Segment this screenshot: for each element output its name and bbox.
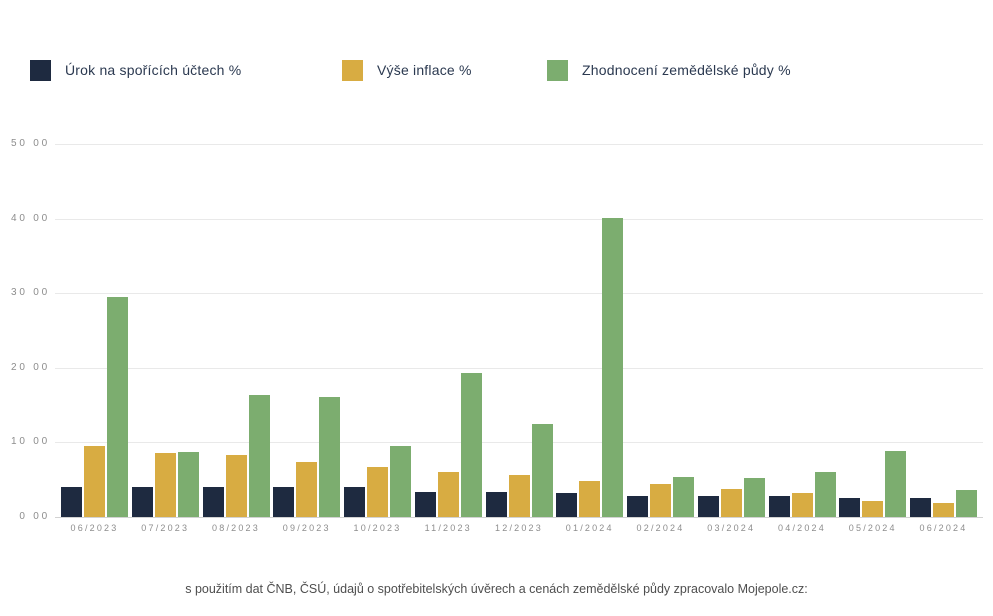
legend-item-urok: Úrok na spořících účtech % xyxy=(30,59,241,81)
x-axis-tick-label: 06/2024 xyxy=(919,523,968,533)
bar xyxy=(107,296,128,517)
bar-group-04/2024 xyxy=(768,144,836,517)
bar xyxy=(839,497,861,517)
bar xyxy=(556,493,578,517)
bar xyxy=(367,467,388,517)
x-axis-tick-label: 10/2023 xyxy=(353,523,402,533)
x-axis-tick-label: 06/2023 xyxy=(70,523,119,533)
bar xyxy=(273,487,295,517)
x-axis-tick-label: 04/2024 xyxy=(778,523,826,533)
y-axis-tick-label: 50 00 xyxy=(10,138,50,149)
bar xyxy=(602,217,624,517)
gridline xyxy=(55,218,983,220)
bar xyxy=(910,498,931,517)
bar-group-10/2023 xyxy=(344,144,411,517)
legend-swatch-zhodnoceni xyxy=(547,59,568,81)
bar xyxy=(791,493,813,517)
gridline xyxy=(55,442,983,444)
bar xyxy=(248,395,270,517)
legend-label-zhodnoceni: Zhodnocení zemědělské půdy % xyxy=(582,62,791,78)
x-axis-tick-label: 02/2024 xyxy=(636,523,685,533)
x-axis-tick-label: 09/2023 xyxy=(282,523,331,533)
bar xyxy=(956,490,977,517)
bar xyxy=(579,481,601,517)
bar-group-11/2023 xyxy=(414,144,482,517)
bar xyxy=(344,487,365,517)
bar xyxy=(61,487,82,517)
x-axis-tick-label: 08/2023 xyxy=(212,523,260,533)
x-axis-tick-label: 07/2023 xyxy=(141,523,190,533)
bar xyxy=(720,488,742,517)
bar xyxy=(650,484,671,517)
bar xyxy=(673,476,694,517)
bar xyxy=(508,475,530,517)
bar xyxy=(485,491,507,517)
bar-group-05/2024 xyxy=(839,144,907,517)
legend-item-inflace: Výše inflace % xyxy=(342,59,472,81)
y-axis-tick-label: 0 00 xyxy=(19,511,50,522)
bar xyxy=(627,496,648,517)
legend-label-urok: Úrok na spořících účtech % xyxy=(65,62,242,78)
bar xyxy=(225,455,247,517)
bar xyxy=(154,452,176,517)
bar xyxy=(296,461,318,517)
bar xyxy=(768,496,790,517)
x-axis-tick-label: 03/2024 xyxy=(707,523,756,533)
bar-group-02/2024 xyxy=(627,144,694,517)
bar-group-01/2024 xyxy=(556,144,624,517)
footer-attribution-text: s použitím dat ČNB, ČSÚ, údajů o spotřeb… xyxy=(185,582,808,596)
y-axis-tick-label: 30 00 xyxy=(10,287,50,299)
bar-group-12/2023 xyxy=(485,144,553,517)
bar xyxy=(743,478,765,517)
y-axis-tick-label: 40 00 xyxy=(10,212,50,224)
legend-item-zhodnoceni: Zhodnocení zemědělské půdy % xyxy=(547,59,791,81)
bar xyxy=(177,452,199,517)
x-axis-tick-label: 11/2023 xyxy=(424,523,472,533)
x-axis-tick-label: 01/2024 xyxy=(565,523,614,533)
bar-group-07/2023 xyxy=(131,144,199,517)
y-axis-tick-label: 10 00 xyxy=(10,436,50,448)
bar-group-06/2024 xyxy=(910,144,977,517)
gridline xyxy=(55,144,983,145)
y-axis-tick-label: 20 00 xyxy=(10,361,50,373)
bar xyxy=(814,472,836,517)
bar xyxy=(437,471,459,517)
x-axis-tick-label: 05/2024 xyxy=(848,523,897,533)
bar xyxy=(885,451,907,517)
bars-container xyxy=(55,144,983,517)
bar xyxy=(202,487,224,517)
gridline xyxy=(55,293,983,295)
bar-group-03/2024 xyxy=(697,144,765,517)
bar-group-06/2023 xyxy=(61,144,128,517)
bar xyxy=(531,423,553,517)
legend-label-inflace: Výše inflace % xyxy=(377,62,472,78)
gridline xyxy=(55,517,983,518)
gridline xyxy=(55,367,983,369)
x-axis-labels: 06/2023 07/2023 08/2023 09/2023 10/2023 11/20… xyxy=(55,523,983,533)
bar xyxy=(933,502,954,517)
bar xyxy=(862,500,884,517)
bar xyxy=(414,491,436,517)
legend-swatch-urok xyxy=(30,59,51,81)
bar xyxy=(460,373,482,517)
bar xyxy=(390,446,411,517)
bar xyxy=(319,396,341,517)
legend-swatch-inflace xyxy=(342,59,363,81)
bar-group-09/2023 xyxy=(273,144,341,517)
bar xyxy=(697,496,719,517)
bar-chart-plot-area: 50 00 40 00 30 00 20 00 10 00 0 00 xyxy=(11,138,983,522)
bar xyxy=(131,487,153,517)
x-axis-tick-label: 12/2023 xyxy=(495,523,543,533)
bar-group-08/2023 xyxy=(202,144,270,517)
bar xyxy=(84,446,105,517)
